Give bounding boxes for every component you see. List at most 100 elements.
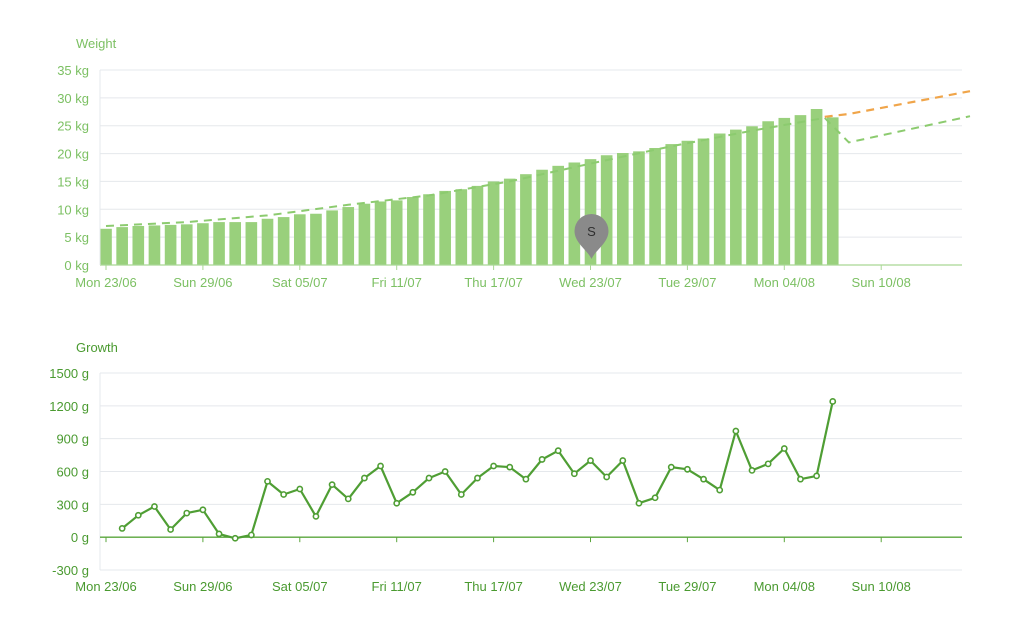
weight-bar	[503, 178, 516, 265]
growth-point	[635, 499, 643, 507]
weight-bar	[229, 222, 242, 265]
weight-trend-lines	[105, 90, 971, 227]
weight-x-axis	[99, 70, 962, 270]
growth-point	[312, 512, 320, 520]
growth-point	[360, 474, 368, 482]
growth-point	[474, 474, 481, 482]
weight-bar	[471, 185, 484, 265]
weight-x-tick-label: Tue 29/07	[658, 275, 716, 290]
marker-pin[interactable]: S	[574, 214, 609, 259]
weight-x-tick-label: Mon 23/06	[75, 275, 136, 290]
growth-point	[296, 485, 304, 493]
weight-chart: Weight 0 kg 5 kg 10 kg 15 kg 20 kg 25 kg 30 kg…	[57, 36, 971, 290]
weight-bar	[407, 197, 419, 265]
growth-point	[425, 474, 433, 482]
weight-bar	[455, 189, 468, 265]
growth-x-axis	[100, 536, 962, 543]
growth-point	[667, 463, 675, 471]
weight-bar	[826, 117, 839, 265]
weight-y-tick-label: 35 kg	[57, 63, 89, 78]
growth-y-tick-label: 0 g	[71, 530, 89, 545]
weight-bar	[778, 117, 791, 266]
growth-point	[554, 447, 562, 455]
weight-y-tick-label: 5 kg	[64, 230, 89, 245]
growth-point	[716, 486, 724, 494]
growth-point	[506, 463, 514, 471]
growth-point	[797, 475, 804, 483]
weight-trend-line	[105, 115, 971, 227]
weight-bar	[681, 140, 694, 265]
growth-chart: Growth -300 g 0 g 300 g 600 g 900 g 1200 g 150…	[49, 340, 962, 594]
growth-point	[813, 472, 820, 480]
growth-point	[570, 470, 578, 478]
growth-point	[732, 427, 740, 435]
growth-point	[748, 467, 756, 474]
weight-x-tick-label: Sun 29/06	[173, 275, 232, 290]
weight-y-tick-label: 15 kg	[57, 174, 89, 189]
growth-x-tick-label: Mon 23/06	[75, 579, 136, 594]
growth-point	[247, 531, 255, 539]
weight-y-tick-label: 0 kg	[64, 258, 89, 273]
growth-line	[121, 401, 834, 540]
growth-point	[231, 534, 239, 542]
weight-bar	[164, 224, 177, 265]
weight-y-tick-labels: 0 kg 5 kg 10 kg 15 kg 20 kg 25 kg 30 kg 35 kg	[57, 63, 89, 273]
growth-point	[538, 456, 546, 463]
weight-y-tick-label: 20 kg	[57, 147, 89, 162]
growth-y-tick-label: 1200 g	[49, 399, 89, 414]
growth-point	[393, 499, 401, 507]
weight-bar	[197, 223, 209, 265]
weight-x-tick-label: Sat 05/07	[272, 275, 328, 290]
growth-series-line	[121, 401, 834, 540]
growth-point	[280, 491, 288, 498]
marker-pin-shape[interactable]	[574, 214, 609, 259]
weight-bar	[633, 151, 645, 265]
weight-bar	[390, 200, 403, 265]
growth-point	[167, 526, 174, 533]
weight-bar	[213, 222, 225, 265]
weight-bar	[536, 169, 548, 265]
weight-bar	[293, 214, 306, 265]
weight-x-tick-label: Sun 10/08	[852, 275, 911, 290]
weight-bar	[245, 222, 258, 265]
weight-bar	[116, 227, 128, 265]
weight-bar	[665, 144, 678, 265]
weight-bar	[180, 224, 193, 265]
growth-x-tick-label: Sun 10/08	[852, 579, 911, 594]
marker-pin-label: S	[587, 224, 596, 239]
growth-point	[328, 481, 336, 489]
weight-bar	[649, 148, 661, 265]
weight-bar	[568, 162, 581, 265]
growth-point	[764, 460, 772, 468]
growth-y-tick-label: 600 g	[56, 465, 89, 480]
growth-x-tick-label: Tue 29/07	[658, 579, 716, 594]
growth-x-tick-label: Thu 17/07	[464, 579, 523, 594]
growth-y-tick-label: -300 g	[52, 563, 89, 578]
weight-x-tick-label: Wed 23/07	[559, 275, 622, 290]
growth-chart-title: Growth	[76, 340, 118, 355]
weight-bar	[277, 217, 290, 265]
weight-bar	[552, 165, 565, 265]
weight-x-tick-label: Mon 04/08	[754, 275, 815, 290]
weight-x-tick-label: Thu 17/07	[464, 275, 523, 290]
growth-x-tick-label: Sat 05/07	[272, 579, 328, 594]
growth-x-tick-label: Sun 29/06	[173, 579, 232, 594]
growth-x-tick-label: Fri 11/07	[372, 579, 422, 594]
weight-bar	[730, 129, 742, 265]
weight-x-tick-label: Fri 11/07	[372, 275, 422, 290]
growth-point	[409, 488, 417, 496]
weight-bar	[794, 115, 807, 265]
growth-point	[377, 462, 384, 470]
weight-bar	[261, 218, 274, 265]
growth-points	[118, 398, 837, 542]
weight-y-tick-label: 10 kg	[57, 202, 89, 217]
weight-bar	[584, 159, 597, 265]
weight-chart-title: Weight	[76, 36, 117, 51]
growth-point	[651, 494, 659, 502]
weight-bar	[762, 121, 774, 265]
growth-y-tick-label: 1500 g	[49, 366, 89, 381]
weight-bar	[148, 225, 161, 265]
weight-bar	[487, 181, 500, 265]
growth-point	[829, 398, 837, 405]
